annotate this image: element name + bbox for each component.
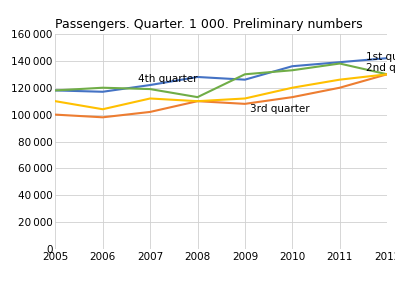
Text: 4th quarter: 4th quarter [138,74,198,84]
Text: 1st quarter: 1st quarter [366,52,395,62]
Text: 2nd quarter: 2nd quarter [366,63,395,73]
Text: 3rd quarter: 3rd quarter [250,104,309,113]
Text: Passengers. Quarter. 1 000. Preliminary numbers: Passengers. Quarter. 1 000. Preliminary … [55,18,363,31]
